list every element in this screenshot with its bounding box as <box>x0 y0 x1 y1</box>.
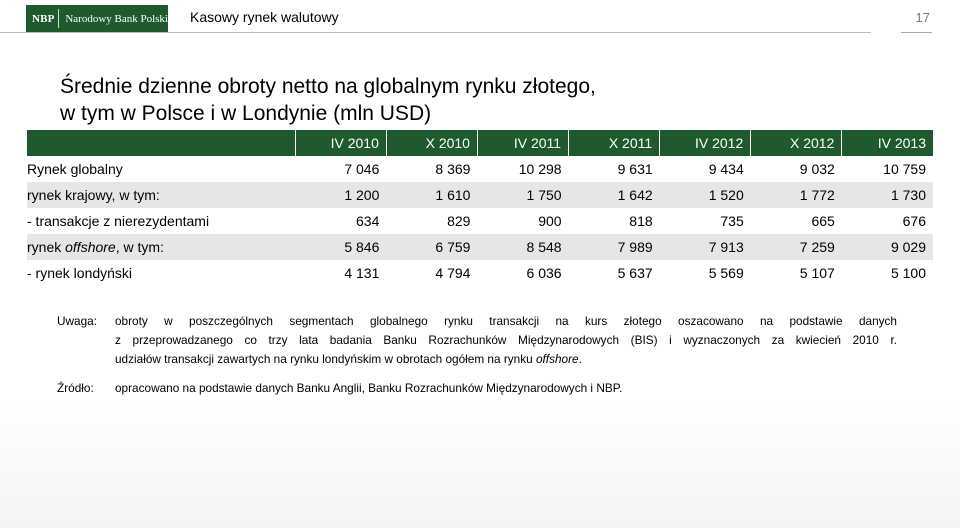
column-header: IV 2012 <box>659 130 752 156</box>
note-label: Uwaga: <box>57 314 97 328</box>
column-header: IV 2010 <box>295 130 387 156</box>
table-cell: 10 298 <box>518 161 562 177</box>
table-row: Rynek globalny 7 046 8 369 10 298 9 631 … <box>27 156 933 182</box>
table-cell: 829 <box>447 213 471 229</box>
slide-title-line1: Średnie dzienne obroty netto na globalny… <box>60 75 596 99</box>
slide-header: NBP Narodowy Bank Polski Kasowy rynek wa… <box>0 0 960 40</box>
column-header: IV 2013 <box>841 130 933 156</box>
table-cell: 1 642 <box>568 182 660 208</box>
logo-divider <box>58 9 60 28</box>
table-cell: 9 029 <box>841 234 933 260</box>
table-cell: 634 <box>356 213 380 229</box>
note-line3-pre: udziałów transakcji zawartych na rynku l… <box>115 352 536 366</box>
table-cell: 818 <box>629 213 653 229</box>
table-cell: 1 520 <box>659 182 751 208</box>
table-cell: 9 434 <box>708 161 744 177</box>
row-label: Rynek globalny <box>27 161 123 177</box>
table-cell: 5 107 <box>799 265 835 281</box>
table-cell: 7 259 <box>750 234 842 260</box>
table-cell: 1 772 <box>750 182 842 208</box>
column-header: X 2011 <box>568 130 661 156</box>
page-number-underline <box>901 32 932 33</box>
table-cell: 4 794 <box>435 265 471 281</box>
page-background <box>0 400 960 528</box>
table-cell: 7 913 <box>659 234 751 260</box>
nbp-logo: NBP Narodowy Bank Polski <box>26 5 168 32</box>
column-header: IV 2011 <box>477 130 570 156</box>
table-cell: 8 548 <box>477 234 569 260</box>
table-cell: 6 759 <box>386 234 478 260</box>
slide-title-line2: w tym w Polsce i w Londynie (mln USD) <box>60 102 432 126</box>
footnotes: Uwaga: obroty w poszczególnych segmentac… <box>57 312 897 398</box>
row-label: - rynek londyński <box>27 265 133 281</box>
note-line3-post: . <box>578 352 582 366</box>
table-row: - rynek londyński 4 131 4 794 6 036 5 63… <box>27 260 933 286</box>
turnover-table: IV 2010 X 2010 IV 2011 X 2011 IV 2012 X … <box>27 130 933 286</box>
column-header: X 2012 <box>750 130 843 156</box>
table-cell: 7 989 <box>568 234 660 260</box>
note-line: obroty w poszczególnych segmentach globa… <box>115 314 897 328</box>
note-line3-italic: offshore <box>535 352 579 366</box>
table-cell: 4 131 <box>344 265 380 281</box>
row-label-post: , w tym: <box>115 239 164 255</box>
table-cell: 735 <box>720 213 744 229</box>
table-cell: 5 846 <box>295 234 387 260</box>
table-cell: 1 200 <box>295 182 387 208</box>
table-cell: 1 730 <box>841 182 933 208</box>
source-text: opracowano na podstawie danych Banku Ang… <box>115 381 623 395</box>
table-cell: 1 610 <box>386 182 478 208</box>
note-row: Uwaga: obroty w poszczególnych segmentac… <box>57 312 897 369</box>
header-divider <box>0 32 871 33</box>
slide-title: Średnie dzienne obroty netto na globalny… <box>60 73 880 127</box>
table-row: - transakcje z nierezydentami 634 829 90… <box>27 208 933 234</box>
row-label: - transakcje z nierezydentami <box>27 213 210 229</box>
row-label: rynek krajowy, w tym: <box>27 182 296 208</box>
table-cell: 8 369 <box>435 161 471 177</box>
table-header-row: IV 2010 X 2010 IV 2011 X 2011 IV 2012 X … <box>27 130 933 156</box>
logo-mark: NBP <box>32 12 55 25</box>
row-label-pre: rynek <box>27 239 66 255</box>
source-row: Źródło: opracowano na podstawie danych B… <box>57 379 897 398</box>
table-cell: 1 750 <box>477 182 569 208</box>
table-cell: 665 <box>811 213 835 229</box>
logo-name: Narodowy Bank Polski <box>65 12 168 25</box>
table-cell: 6 036 <box>526 265 562 281</box>
note-line: z przeprowadzanego co trzy lata badania … <box>115 333 897 347</box>
column-header: X 2010 <box>386 130 478 156</box>
table-cell: 5 637 <box>617 265 653 281</box>
table-row: rynek offshore, w tym: 5 846 6 759 8 548… <box>27 234 933 260</box>
row-label-italic: offshore <box>65 239 116 255</box>
table-row: rynek krajowy, w tym: 1 200 1 610 1 750 … <box>27 182 933 208</box>
section-title: Kasowy rynek walutowy <box>190 9 339 25</box>
source-label: Źródło: <box>57 381 94 395</box>
note-text: obroty w poszczególnych segmentach globa… <box>115 312 897 369</box>
header-cell-empty <box>27 130 296 156</box>
table-cell: 7 046 <box>344 161 380 177</box>
table-cell: 5 100 <box>890 265 926 281</box>
note-line: udziałów transakcji zawartych na rynku l… <box>115 350 897 369</box>
table-cell: 900 <box>538 213 562 229</box>
table-cell: 5 569 <box>708 265 744 281</box>
table-cell: 676 <box>902 213 926 229</box>
table-cell: 10 759 <box>883 161 926 177</box>
table-cell: 9 631 <box>617 161 653 177</box>
table-cell: 9 032 <box>799 161 835 177</box>
page-number: 17 <box>915 10 930 25</box>
row-label: rynek offshore, w tym: <box>27 234 296 260</box>
